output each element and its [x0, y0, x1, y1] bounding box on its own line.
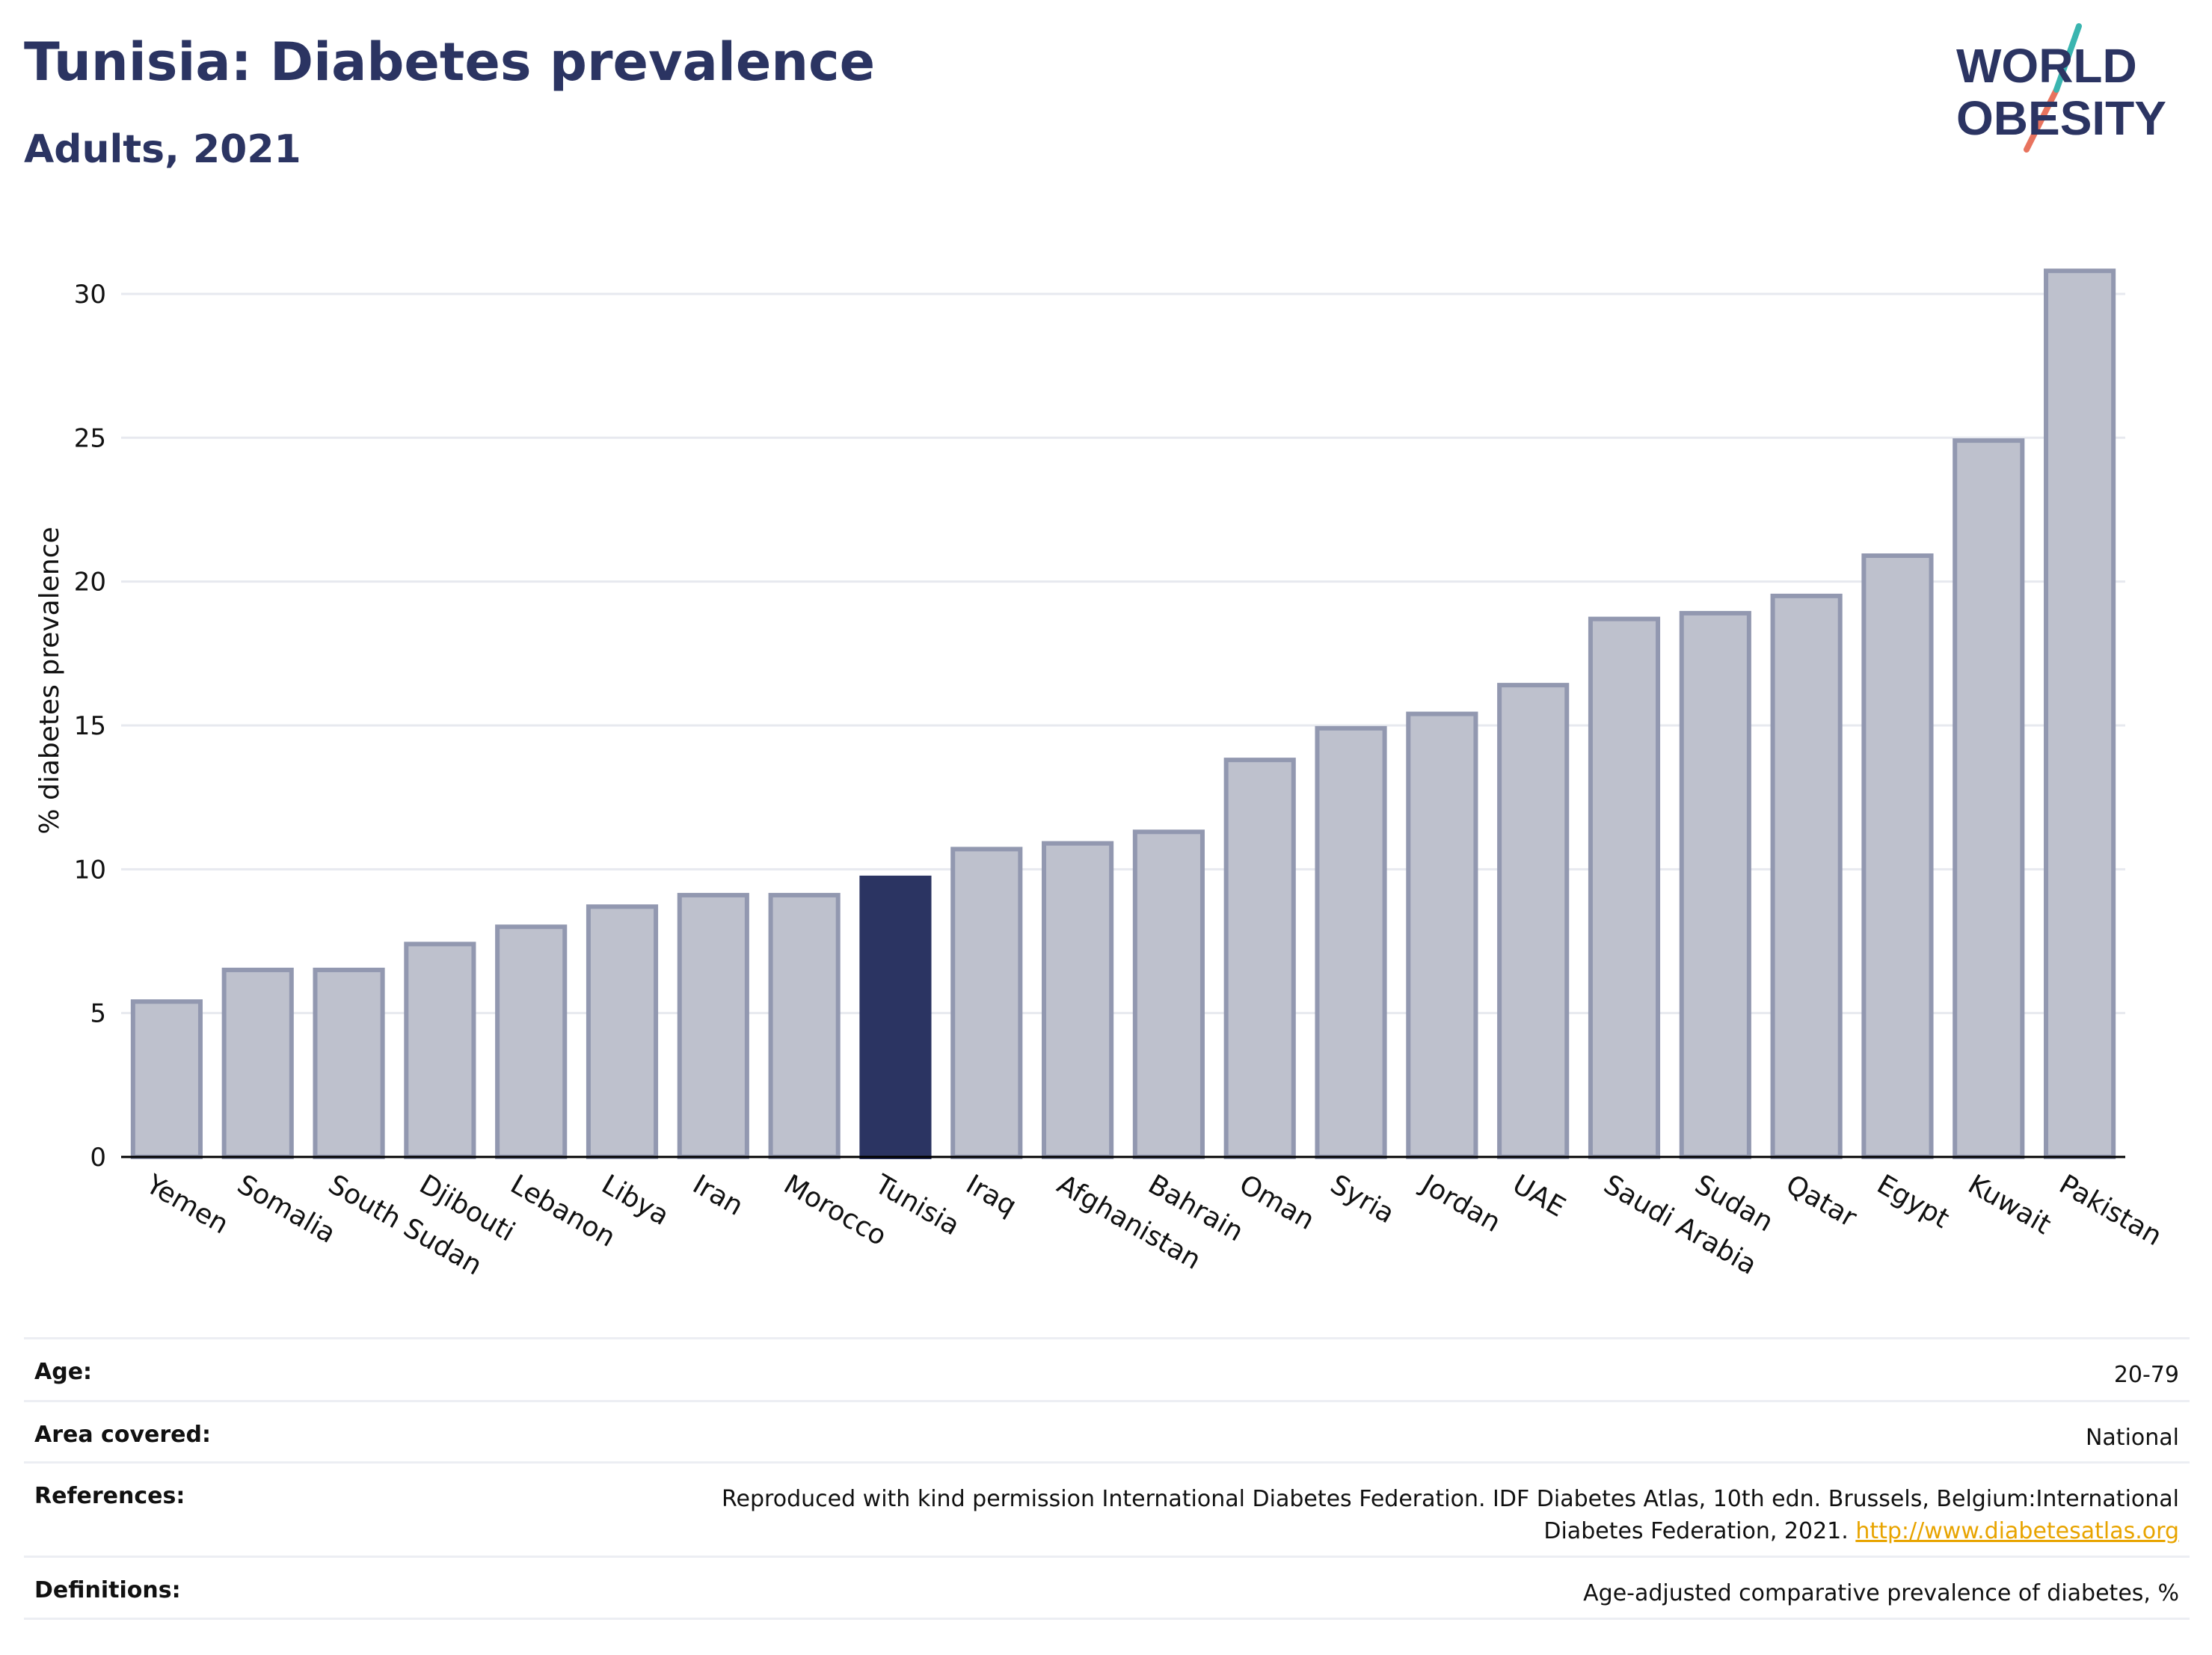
x-tick-label: Yemen [141, 1169, 234, 1241]
y-tick-label: 20 [74, 568, 106, 598]
x-tick-label: Morocco [778, 1169, 891, 1252]
x-tick-label: Pakistan [2054, 1169, 2167, 1252]
x-tick-label: Iran [687, 1169, 748, 1222]
bar-south-sudan [313, 967, 385, 1159]
bar-djibouti [404, 942, 476, 1160]
area-value: National [2085, 1425, 2179, 1451]
x-tick-label: Iraq [961, 1169, 1021, 1222]
bar-jordan [1406, 711, 1478, 1159]
meta-row-definitions: Definitions: Age-adjusted comparative pr… [24, 1556, 2190, 1620]
bar-lebanon [495, 924, 568, 1159]
x-tick-label: Saudi Arabia [1599, 1169, 1762, 1281]
x-tick-label: Egypt [1872, 1169, 1954, 1234]
y-tick-label: 25 [74, 423, 106, 453]
logo-slash-teal [2053, 23, 2082, 93]
y-tick-label: 10 [74, 855, 106, 885]
logo-slash-red [2024, 87, 2059, 153]
y-tick-label: 0 [90, 1143, 106, 1173]
meta-row-area: Area covered: National [24, 1400, 2190, 1461]
x-tick-label: Kuwait [1963, 1169, 2056, 1241]
bar-pakistan [2044, 268, 2116, 1160]
definitions-value: Age-adjusted comparative prevalence of d… [1583, 1580, 2179, 1606]
x-tick-label: Jordan [1415, 1168, 1505, 1238]
age-label: Age: [34, 1359, 93, 1385]
chart-subtitle: Adults, 2021 [24, 127, 301, 172]
logo-word-world: WORLD [1956, 39, 2137, 93]
area-label: Area covered: [34, 1422, 211, 1448]
y-tick-label: 30 [74, 280, 106, 310]
x-tick-label: UAE [1508, 1169, 1570, 1223]
bar-kuwait [1953, 438, 2025, 1159]
x-tick-label: Qatar [1781, 1169, 1861, 1233]
x-tick-label: Lebanon [506, 1169, 621, 1253]
x-tick-label: Somalia [232, 1169, 340, 1250]
bars [130, 268, 2116, 1160]
x-tick-label: South Sudan [323, 1169, 487, 1281]
age-value: 20-79 [2113, 1362, 2179, 1388]
y-axis-label: % diabetes prevalence [34, 526, 65, 834]
y-tick-label: 15 [74, 711, 106, 741]
bar-oman [1223, 758, 1296, 1159]
chart-title: Tunisia: Diabetes prevalence [24, 31, 876, 93]
bar-iran [677, 892, 749, 1159]
bar-libya [586, 904, 659, 1160]
bar-iraq [950, 847, 1023, 1160]
meta-row-references: References: Reproduced with kind permiss… [24, 1461, 2190, 1556]
meta-row-age: Age: 20-79 [24, 1337, 2190, 1400]
bar-uae [1497, 683, 1570, 1159]
references-text-line2: Diabetes Federation, 2021. [1543, 1518, 1849, 1544]
bar-qatar [1770, 593, 1843, 1159]
references-value: Reproduced with kind permission Internat… [722, 1483, 2179, 1547]
references-label: References: [34, 1483, 185, 1509]
definitions-label: Definitions: [34, 1577, 181, 1603]
bar-tunisia [859, 875, 932, 1160]
logo-word-obesity: OBESITY [1956, 91, 2166, 145]
references-link[interactable]: http://www.diabetesatlas.org [1855, 1518, 2179, 1544]
references-text-line1: Reproduced with kind permission Internat… [722, 1486, 2179, 1512]
x-tick-label: Syria [1325, 1169, 1399, 1229]
bar-bahrain [1132, 829, 1205, 1159]
bar-sudan [1679, 610, 1751, 1159]
bar-yemen [130, 999, 203, 1160]
y-tick-label: 5 [90, 999, 106, 1029]
bar-somalia [221, 967, 294, 1159]
bar-morocco [768, 892, 841, 1159]
world-obesity-logo: WORLD OBESITY [1956, 23, 2166, 153]
bar-syria [1315, 725, 1387, 1159]
metadata-table: Age: 20-79 Area covered: National Refere… [24, 1337, 2190, 1620]
x-tick-label: Oman [1234, 1169, 1319, 1236]
bar-saudi-arabia [1588, 616, 1661, 1159]
bar-afghanistan [1042, 841, 1114, 1160]
bar-egypt [1861, 553, 1934, 1159]
